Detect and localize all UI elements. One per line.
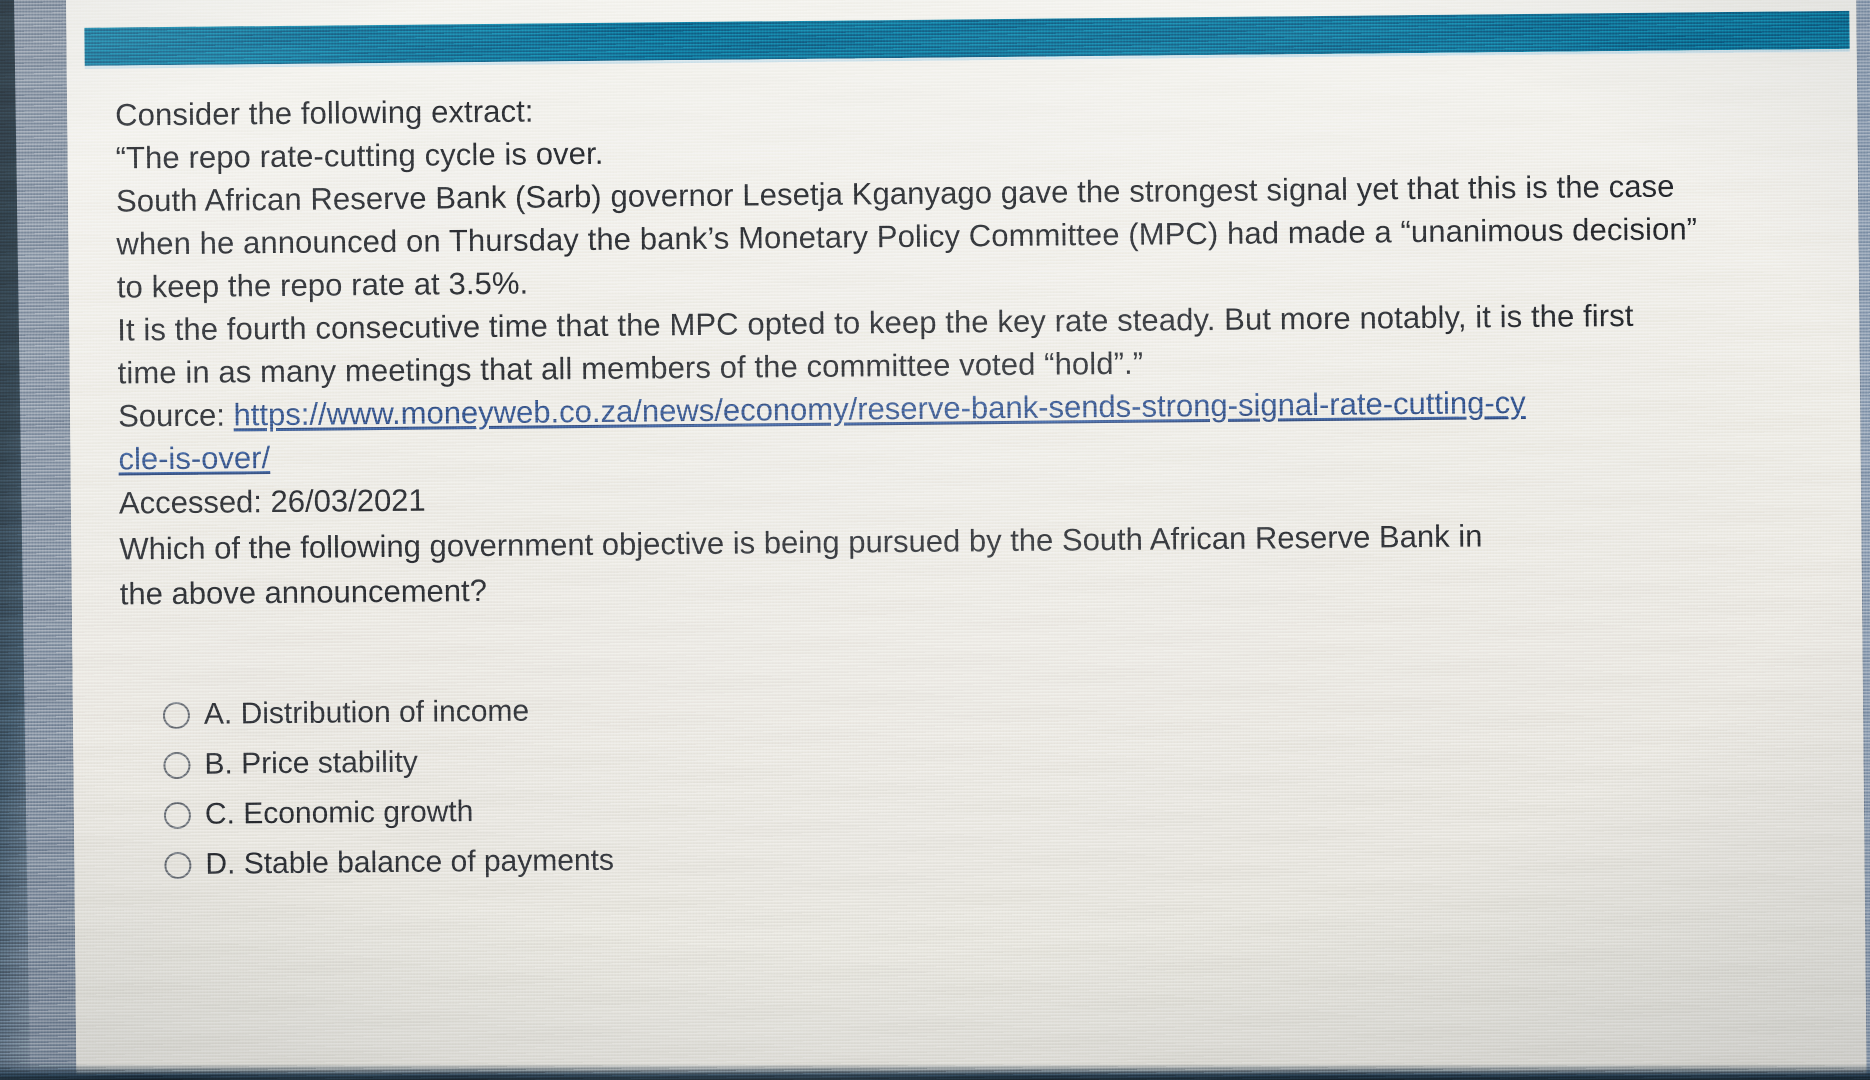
question-card: Consider the following extract: “The rep… <box>66 0 1867 1080</box>
option-c-label: C. Economic growth <box>204 795 474 831</box>
radio-icon-a[interactable] <box>162 701 191 729</box>
question-content: Consider the following extract: “The rep… <box>115 80 1697 891</box>
question-card-surface: Consider the following extract: “The rep… <box>66 0 1867 1080</box>
option-a-label: A. Distribution of income <box>203 694 530 731</box>
question-text: Which of the following government object… <box>119 518 1483 612</box>
source-link[interactable]: https://www.moneyweb.co.za/news/economy/… <box>118 385 1526 477</box>
option-d-label: D. Stable balance of payments <box>205 843 615 881</box>
source-line: Source: https://www.moneyweb.co.za/news/… <box>118 381 1539 481</box>
radio-icon-c[interactable] <box>163 801 192 829</box>
radio-icon-b[interactable] <box>163 751 191 779</box>
answer-options: A. Distribution of income B. Price stabi… <box>162 677 1543 890</box>
radio-icon-d[interactable] <box>164 851 192 879</box>
option-b-label: B. Price stability <box>204 745 418 781</box>
monitor-bezel-left <box>0 0 30 1080</box>
source-label: Source: <box>117 397 226 434</box>
